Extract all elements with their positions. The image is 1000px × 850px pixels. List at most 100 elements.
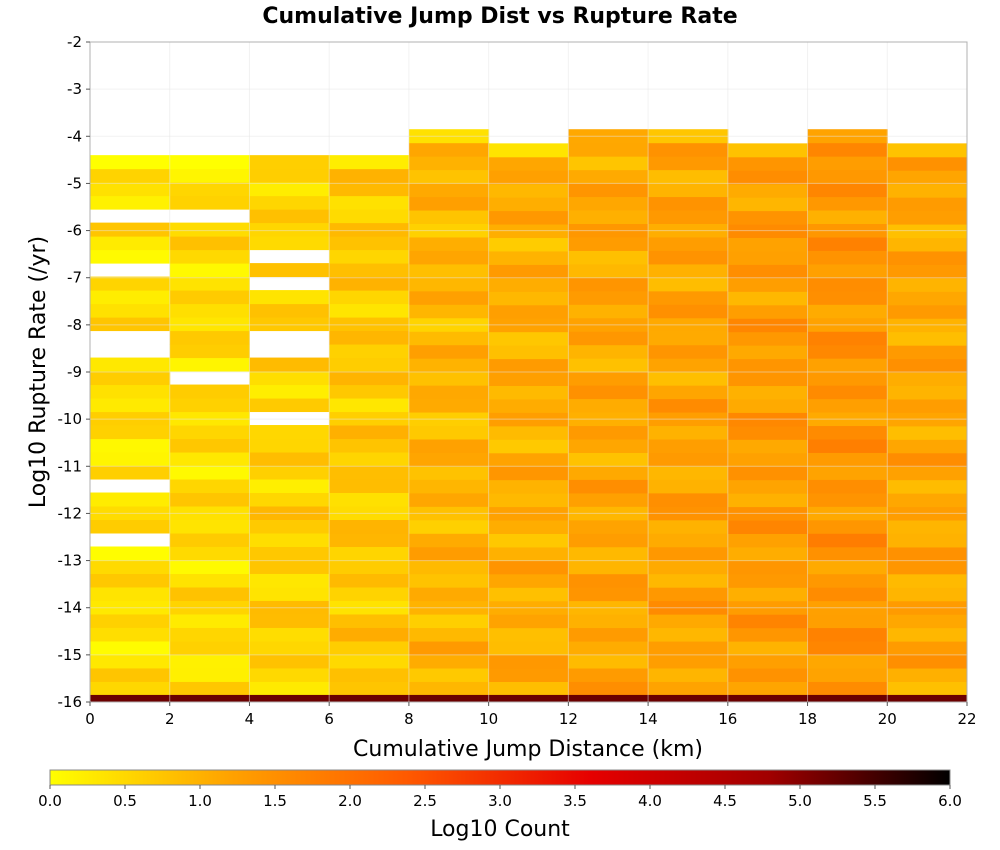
heatmap-cell [727,250,809,265]
heatmap-cell [887,372,968,387]
heatmap-cell [648,667,729,682]
heatmap-cell [727,183,809,198]
heatmap-cell [329,330,410,345]
heatmap-cell [887,156,968,171]
heatmap-cell [648,546,729,561]
heatmap-cell [249,492,330,507]
heatmap-cell [887,250,968,265]
heatmap-cell [568,681,649,696]
heatmap-cell [169,546,250,561]
heatmap-cell [727,372,809,387]
heatmap-cell [488,197,569,212]
heatmap-cell [408,614,490,629]
heatmap-cell [727,398,809,413]
heatmap-cell [648,196,729,211]
heatmap-cell [408,533,490,548]
heatmap-cell [648,156,729,171]
heatmap-cell [249,532,330,547]
heatmap-cell [488,143,569,158]
heatmap-cell [169,452,250,467]
heatmap-cell [249,452,330,467]
heatmap-cell [887,277,968,292]
heatmap-cell [329,168,410,183]
heatmap-cell [568,479,649,494]
heatmap-cell [887,425,968,440]
heatmap-cell [329,398,410,413]
heatmap-cell [329,681,410,696]
heatmap-cell [727,493,809,508]
heatmap-cell [249,559,330,574]
heatmap-cell [568,465,649,480]
heatmap-cell [329,559,410,574]
heatmap-cell [90,640,171,655]
heatmap-cell [568,533,649,548]
heatmap-cell [90,492,171,507]
heatmap-cell [887,520,968,534]
heatmap-cell [329,290,410,305]
heatmap-cell [568,587,649,602]
heatmap-cell [488,291,569,306]
heatmap-cell [90,613,171,628]
heatmap-cell [249,640,330,655]
heatmap-cell [488,627,569,642]
heatmap-cell [568,654,649,669]
heatmap-cell [169,303,250,318]
heatmap-cell [887,466,968,481]
heatmap-cell [169,168,250,183]
heatmap-cell [249,667,330,682]
heatmap-cell [807,492,888,507]
heatmap-cell [488,654,569,669]
heatmap-cell [249,627,330,642]
heatmap-cell [329,465,410,480]
heatmap-cell [488,183,569,198]
heatmap-cell [249,182,330,197]
heatmap-cell [727,479,809,494]
heatmap-cell [169,667,250,682]
heatmap-cell [727,331,809,346]
heatmap-cell [329,222,410,237]
heatmap-cell [408,654,490,669]
heatmap-cell [408,681,490,696]
heatmap-cell [90,236,171,251]
heatmap-cell [329,384,410,399]
heatmap-cells [90,129,968,702]
heatmap-cell [90,586,171,601]
heatmap-cell [887,479,968,494]
heatmap-cell [90,573,171,588]
heatmap-cell [488,439,569,454]
heatmap-cell [488,210,569,225]
heatmap-cell [887,385,968,400]
heatmap-cell [408,183,490,198]
heatmap-cell [90,155,171,170]
heatmap-cell [488,372,569,387]
y-tick-label: -16 [58,693,83,711]
heatmap-cell [488,331,569,346]
heatmap-cell [329,182,410,197]
heatmap-cell [408,452,490,467]
colorbar-tick-label: 2.5 [413,792,437,810]
heatmap-cell [169,681,250,696]
heatmap-cell [887,345,968,360]
heatmap-cell [727,560,809,575]
y-axis-ticks: -2 -3 -4 -5 -6 -7 -8 -9 -10 -11 -12 -13 -14 -15 -16 [58,33,90,711]
heatmap-cell [568,492,649,507]
heatmap-cell [90,654,171,669]
y-tick-label: -15 [58,646,83,664]
heatmap-cell [727,425,809,440]
heatmap-cell [408,236,490,251]
heatmap-cell [488,641,569,656]
heatmap-cell [807,142,888,157]
heatmap-cell [568,156,649,171]
colorbar-tick-label: 3.5 [563,792,587,810]
heatmap-cell [90,627,171,642]
heatmap-cell [329,654,410,669]
colorbar [49,769,951,786]
heatmap-cell [807,452,888,467]
x-tick-label: 10 [479,710,498,728]
heatmap-cell [329,344,410,359]
heatmap-cell [169,384,250,399]
heatmap-cell [648,236,729,251]
heatmap-cell [329,371,410,386]
heatmap-cell [329,425,410,440]
heatmap-cell [169,249,250,264]
